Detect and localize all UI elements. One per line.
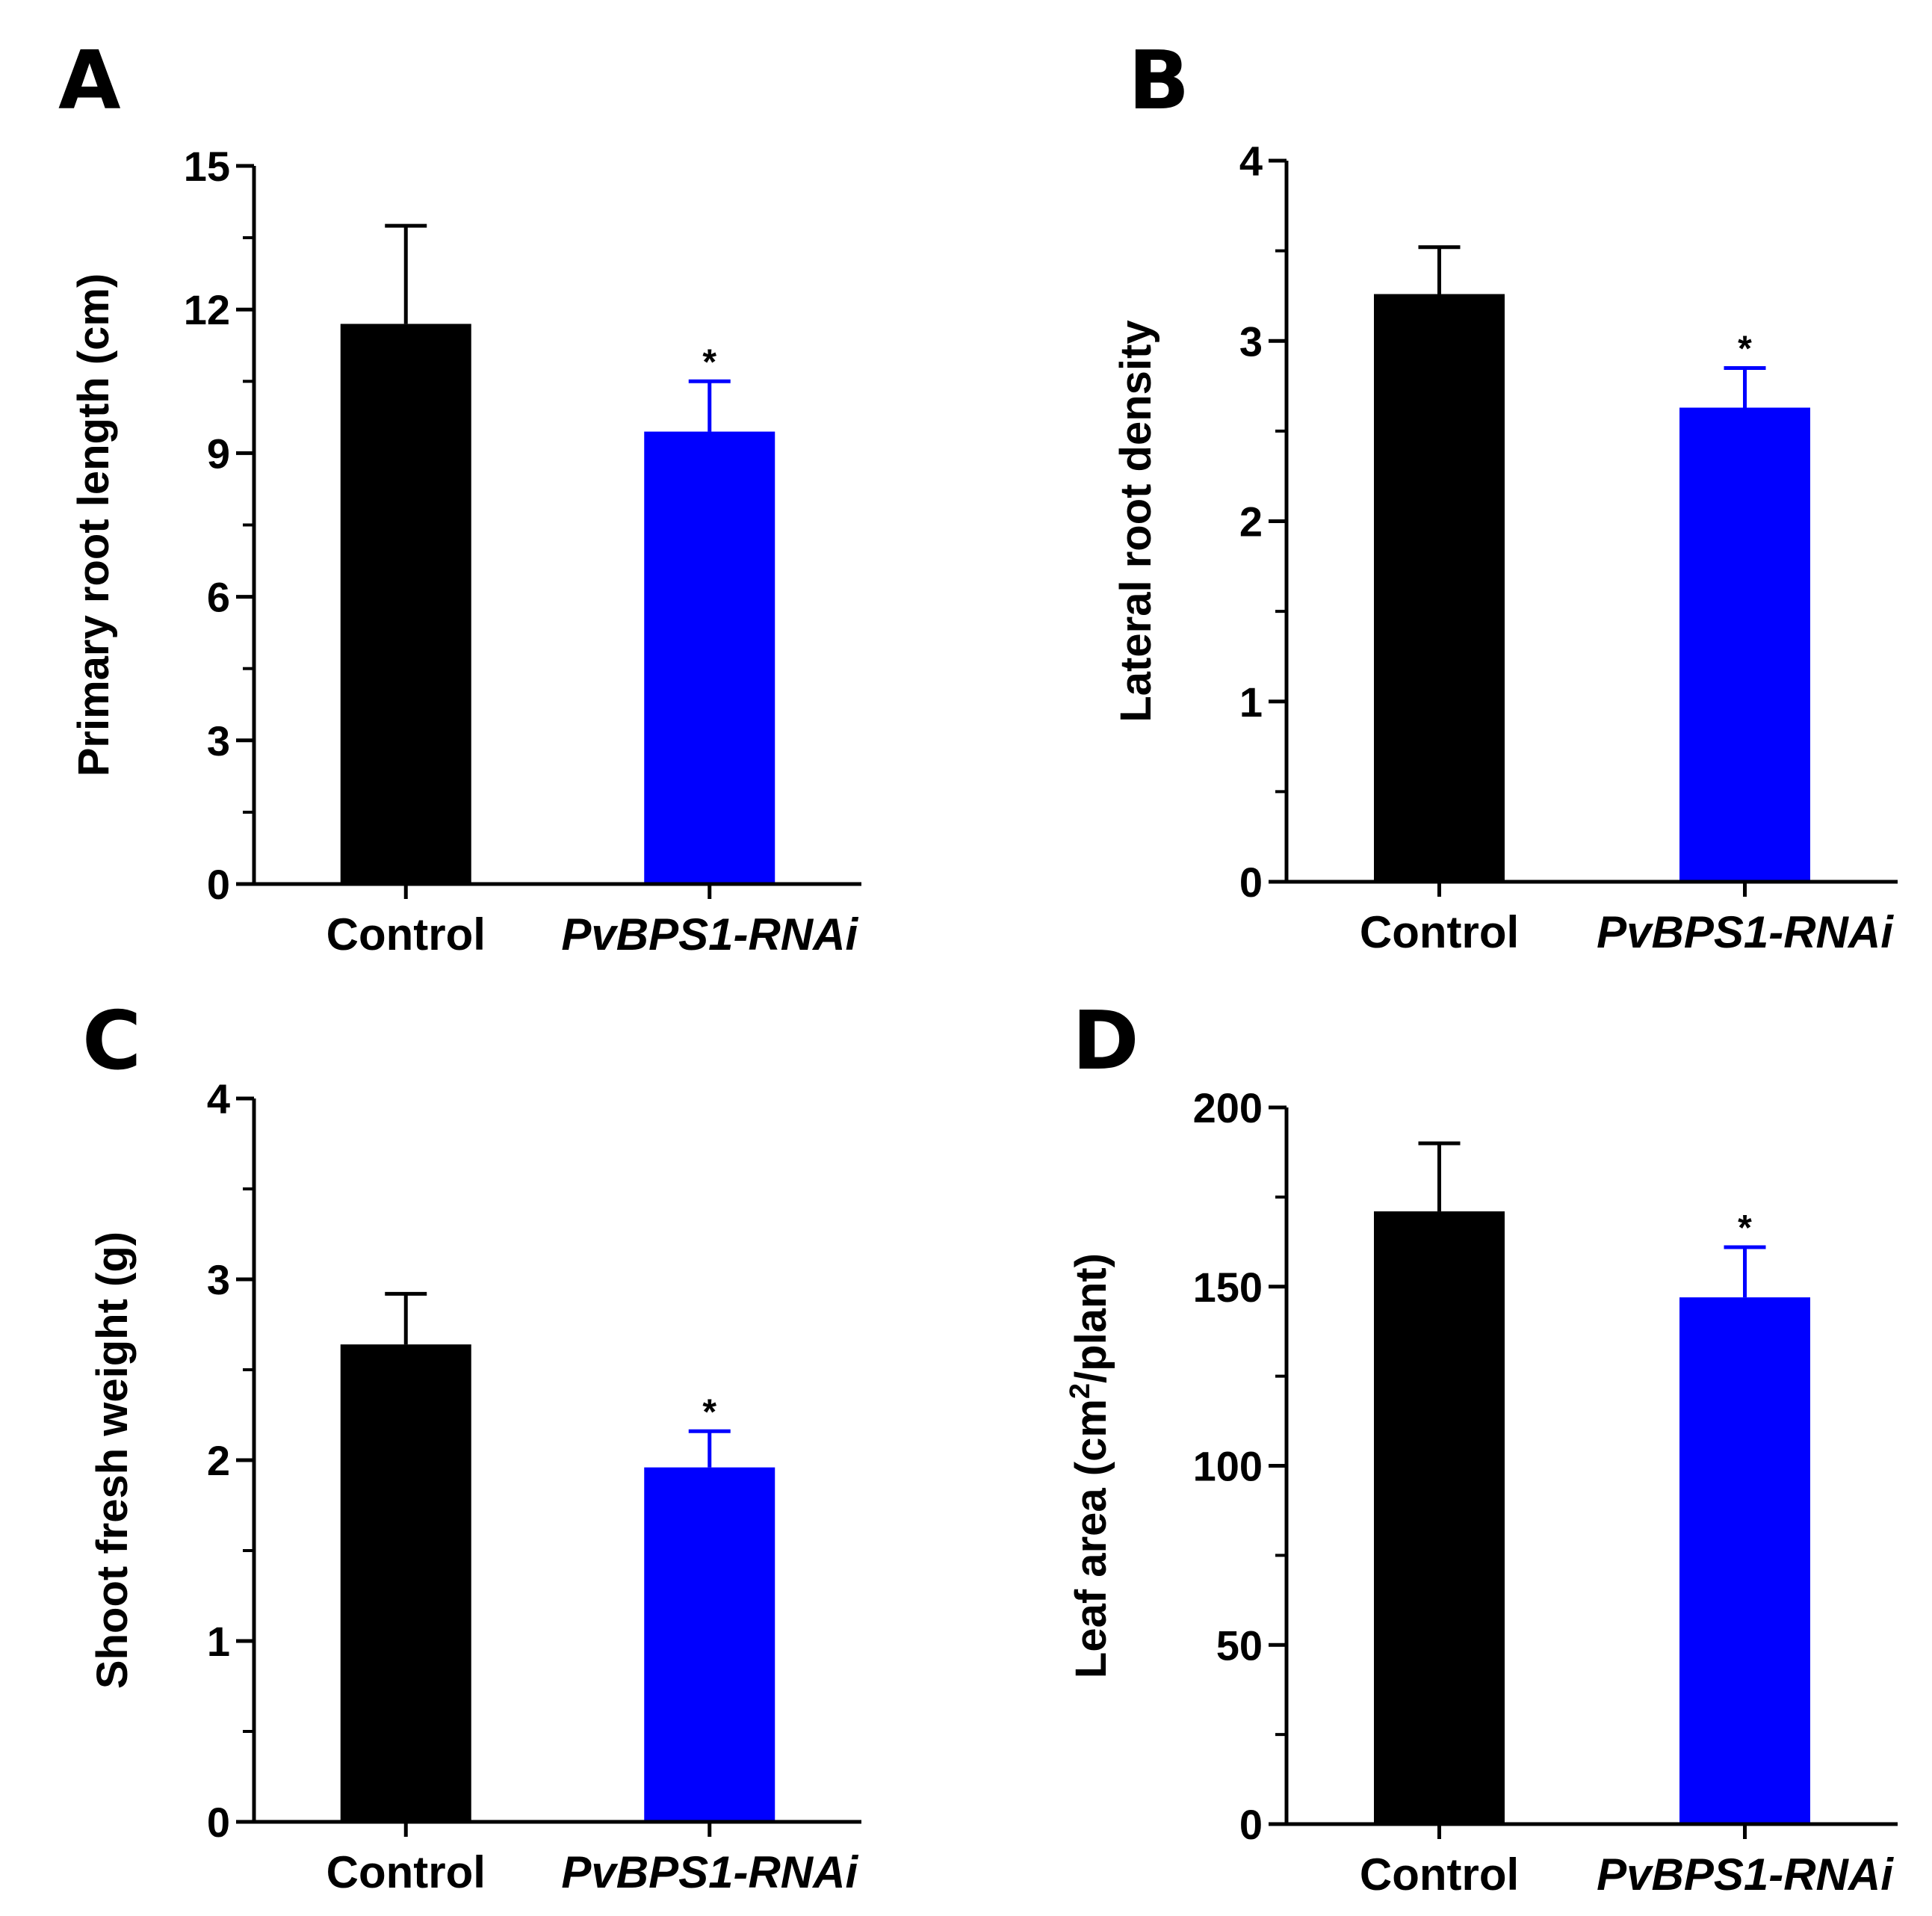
y-tick-label: 6: [207, 574, 230, 621]
bar-rnai: [644, 1467, 775, 1822]
significance-label: *: [1738, 1208, 1752, 1248]
panel-letter: A: [58, 34, 121, 128]
y-tick-label: 15: [184, 143, 230, 190]
bar-rnai: [1679, 1297, 1810, 1824]
y-axis-label: Lateral root density: [1112, 320, 1160, 722]
x-tick-label-control: Control: [326, 909, 486, 959]
y-tick-label: 50: [1216, 1622, 1263, 1669]
bar-control: [1374, 1211, 1505, 1824]
y-tick-label: 3: [1239, 318, 1263, 365]
y-axis-label-main: Primary root length (cm): [69, 274, 118, 777]
panel-a: A * 0 3 6 9 12 15 Control PvBPS1-RNAi Primary root…: [58, 34, 861, 959]
panel-letter: B: [1128, 34, 1189, 128]
y-tick-label: 1: [1239, 679, 1263, 726]
y-tick-label: 0: [1239, 859, 1263, 906]
y-tick-label: 2: [1239, 498, 1263, 546]
panel-c: C * 0 1 2 3 4 Control PvBPS1-RNAi Shoot fresh wei…: [82, 995, 861, 1897]
y-tick-label: 3: [207, 717, 230, 764]
bar-control: [340, 1344, 471, 1822]
y-axis-label-main: Lateral root density: [1112, 320, 1160, 722]
y-axis-label-main: Leaf area (cm: [1067, 1399, 1115, 1678]
x-tick-label-rnai: PvBPS1-RNAi: [561, 909, 858, 959]
y-tick-label: 2: [207, 1437, 230, 1484]
y-axis-label: Leaf area (cm2/plant): [1065, 1253, 1115, 1678]
x-tick-label-control: Control: [1360, 1849, 1519, 1900]
y-tick-label: 1: [207, 1618, 230, 1665]
panel-b: B * 0 1 2 3 4 Control PvBPS1-RNAi Lateral root de…: [1112, 34, 1898, 957]
significance-label: *: [1738, 329, 1752, 368]
panel-d: D * 0 50 100 150 200 Control PvBPS1-RNAi Leaf are…: [1065, 995, 1898, 1900]
panel-letter: C: [82, 995, 141, 1088]
y-tick-label: 9: [207, 430, 230, 477]
x-tick-label-rnai: PvBPS1-RNAi: [1597, 907, 1894, 957]
significance-label: *: [702, 1392, 716, 1432]
y-tick-label: 0: [207, 861, 230, 908]
y-tick-label: 4: [207, 1075, 230, 1122]
y-tick-label: 0: [207, 1799, 230, 1846]
y-axis-label-superscript: 2: [1065, 1383, 1096, 1399]
bar-control: [1374, 294, 1505, 882]
x-tick-label-rnai: PvBPS1-RNAi: [1597, 1849, 1894, 1900]
panel-letter: D: [1072, 995, 1139, 1088]
y-axis-label: Primary root length (cm): [69, 274, 118, 777]
significance-label: *: [702, 342, 716, 382]
y-axis-label: Shoot fresh weight (g): [88, 1232, 137, 1689]
x-tick-label-control: Control: [326, 1847, 486, 1897]
x-tick-label-control: Control: [1360, 907, 1519, 957]
y-tick-label: 200: [1193, 1084, 1263, 1131]
y-tick-label: 0: [1239, 1801, 1263, 1848]
y-tick-label: 4: [1239, 137, 1263, 185]
x-tick-label-rnai: PvBPS1-RNAi: [561, 1847, 858, 1897]
y-tick-label: 12: [184, 286, 230, 333]
y-tick-label: 3: [207, 1256, 230, 1303]
bar-control: [340, 324, 471, 884]
y-axis-label-suffix: /plant): [1067, 1253, 1115, 1383]
y-axis-label-main: Shoot fresh weight (g): [88, 1232, 137, 1689]
bar-rnai: [1679, 407, 1810, 882]
y-tick-label: 150: [1193, 1264, 1263, 1311]
bar-rnai: [644, 431, 775, 884]
y-tick-label: 100: [1193, 1443, 1263, 1490]
